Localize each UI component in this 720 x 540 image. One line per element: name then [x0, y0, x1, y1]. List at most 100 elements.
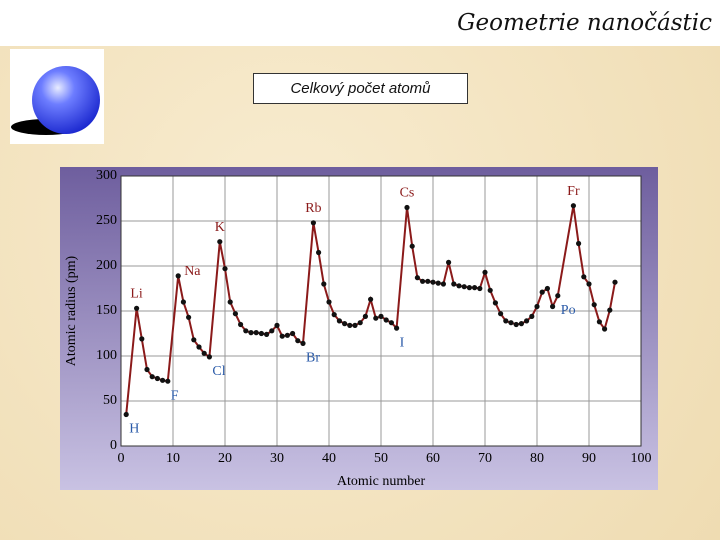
data-point	[472, 285, 478, 291]
data-point	[378, 313, 384, 319]
sphere-icon	[32, 66, 100, 134]
data-point	[300, 340, 306, 346]
data-point	[461, 284, 467, 290]
data-point	[503, 318, 509, 324]
annotation: Rb	[305, 201, 321, 216]
data-point	[134, 305, 140, 311]
data-point	[123, 411, 129, 418]
data-point	[524, 318, 530, 324]
label-box: Celkový počet atomů	[253, 73, 468, 104]
data-point	[591, 302, 597, 308]
x-tick-label: 90	[582, 451, 596, 466]
data-point	[342, 321, 348, 327]
data-point	[269, 328, 275, 334]
data-point	[196, 344, 202, 350]
annotation: Cl	[212, 364, 225, 379]
data-point	[336, 318, 342, 324]
data-point	[425, 278, 431, 284]
x-tick-label: 80	[530, 451, 544, 466]
data-point	[409, 243, 415, 249]
data-point	[404, 204, 410, 211]
x-tick-label: 60	[426, 451, 440, 466]
x-tick-label: 20	[218, 451, 232, 466]
data-point	[373, 315, 379, 321]
data-point	[612, 279, 618, 285]
annotation: H	[129, 422, 139, 437]
data-point	[383, 317, 389, 323]
data-point	[284, 332, 290, 338]
x-axis-label: Atomic number	[337, 474, 426, 489]
data-point	[180, 299, 186, 305]
annotation: Cs	[400, 186, 415, 201]
data-point	[253, 330, 259, 336]
data-point	[238, 321, 244, 328]
data-point	[232, 311, 238, 317]
data-point	[477, 285, 483, 292]
data-point	[274, 322, 280, 328]
data-point	[165, 378, 171, 384]
data-point	[570, 203, 577, 209]
data-point	[160, 377, 166, 383]
y-tick-label: 50	[103, 393, 117, 408]
data-point	[492, 300, 498, 306]
data-point	[482, 269, 488, 275]
data-point	[248, 330, 254, 336]
data-point	[607, 307, 613, 313]
data-point	[154, 375, 160, 382]
data-point	[175, 273, 181, 279]
data-point	[279, 333, 285, 339]
y-tick-label: 0	[110, 438, 117, 453]
data-point	[326, 299, 332, 305]
data-point	[243, 328, 249, 334]
annotation: Na	[184, 264, 201, 279]
data-line	[125, 205, 616, 415]
x-tick-label: 50	[374, 451, 388, 466]
data-point	[388, 320, 394, 326]
data-point	[456, 283, 462, 289]
x-tick-label: 100	[631, 451, 652, 466]
data-point	[581, 274, 587, 280]
data-point	[414, 275, 420, 281]
x-tick-label: 40	[322, 451, 336, 466]
annotation: K	[215, 220, 225, 235]
y-tick-label: 100	[96, 348, 117, 363]
y-tick-label: 150	[96, 303, 117, 318]
data-point	[534, 303, 540, 310]
data-point	[347, 322, 353, 328]
data-point	[362, 313, 368, 319]
x-tick-label: 30	[270, 451, 284, 466]
title-bar: Geometrie nanočástic	[0, 0, 720, 46]
data-point	[586, 281, 592, 287]
data-point	[518, 321, 525, 327]
annotation: Fr	[567, 184, 580, 199]
data-point	[186, 314, 192, 320]
slide-title: Geometrie nanočástic	[457, 10, 712, 36]
annotation: I	[400, 335, 405, 350]
y-tick-label: 200	[96, 258, 117, 273]
data-point	[539, 289, 545, 295]
data-point	[206, 354, 212, 360]
data-point	[555, 293, 561, 299]
data-point	[596, 319, 603, 325]
plot-border	[120, 175, 642, 447]
data-point	[144, 366, 150, 373]
data-point	[576, 240, 582, 247]
annotation: Li	[130, 287, 143, 302]
annotation: Br	[306, 351, 320, 366]
data-point	[529, 313, 535, 319]
data-point	[430, 279, 436, 285]
data-point	[451, 281, 457, 287]
data-point	[446, 259, 452, 265]
x-tick-label: 0	[118, 451, 125, 466]
data-point	[222, 266, 228, 272]
x-tick-label: 10	[166, 451, 180, 466]
data-point	[513, 321, 519, 328]
data-point	[352, 322, 358, 328]
data-point	[258, 330, 264, 337]
data-point	[544, 285, 551, 292]
data-point	[487, 287, 493, 293]
data-point	[508, 320, 514, 326]
data-point	[290, 330, 296, 337]
y-tick-label: 300	[96, 168, 117, 183]
